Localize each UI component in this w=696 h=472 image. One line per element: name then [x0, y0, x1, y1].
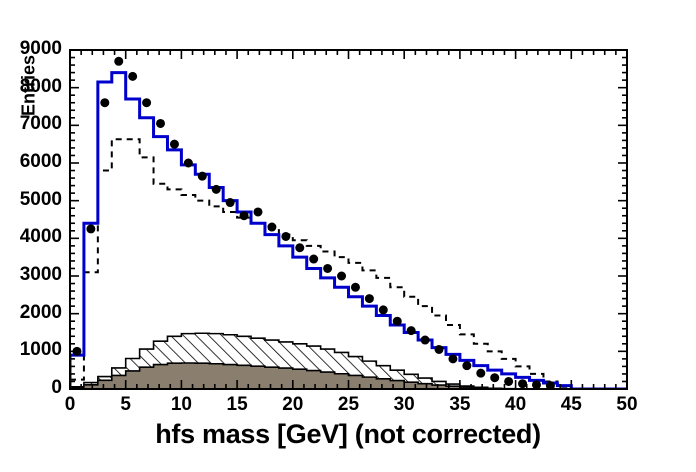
dashed-black-histogram [70, 138, 627, 389]
x-tick-label: 0 [64, 394, 76, 415]
y-tick-label: 6000 [19, 151, 62, 172]
x-axis-title: hfs mass [GeV] (not corrected) [155, 419, 541, 449]
x-tick-label: 40 [505, 394, 527, 415]
y-tick-label: 9000 [19, 38, 62, 59]
y-tick-label: 2000 [19, 301, 62, 323]
plot-area-background [70, 50, 627, 389]
y-tick-label: 7000 [19, 113, 62, 135]
x-tick-label: 45 [560, 394, 582, 415]
y-tick-label: 1000 [19, 339, 62, 361]
plot-frame [69, 49, 628, 390]
data-points [72, 56, 555, 389]
x-tick-label: 25 [337, 394, 360, 415]
y-tick-label: 0 [51, 377, 62, 398]
y-tick-label: 4000 [19, 226, 62, 248]
y-tick-label: 5000 [19, 188, 62, 210]
x-tick-label: 35 [449, 394, 471, 415]
blue-solid-histogram [70, 71, 627, 389]
x-tick-label: 5 [120, 394, 131, 415]
x-tick-label: 50 [616, 394, 638, 415]
y-tick-label: 8000 [19, 75, 62, 97]
x-tick-label: 15 [226, 394, 248, 415]
x-tick-label: 20 [282, 394, 304, 415]
x-tick-label: 10 [170, 394, 192, 415]
x-tick-label: 30 [393, 394, 415, 415]
y-tick-label: 3000 [19, 264, 62, 285]
